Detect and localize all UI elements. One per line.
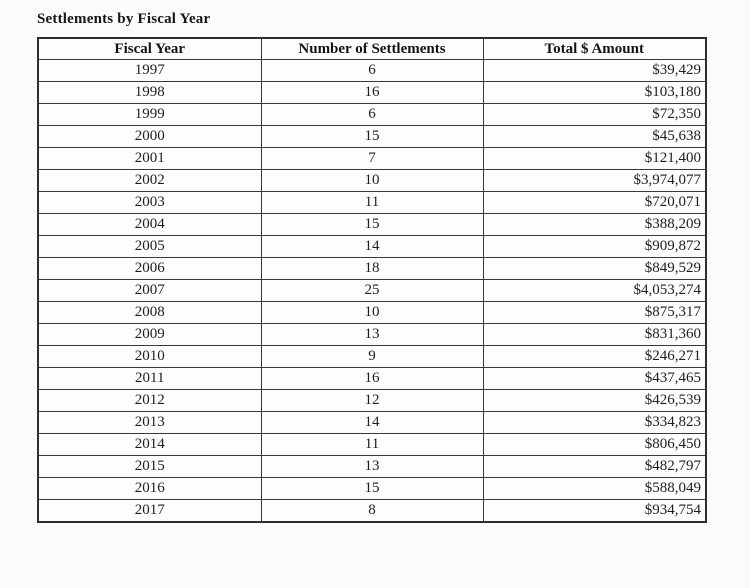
table-row: 2009 13 $831,360 <box>37 323 707 346</box>
table-row: 2014 11 $806,450 <box>37 433 707 456</box>
total-amount-cell: $45,638 <box>482 125 707 148</box>
total-amount-cell: $720,071 <box>482 191 707 214</box>
total-amount-cell: $482,797 <box>482 455 707 478</box>
table-row: 2002 10 $3,974,077 <box>37 169 707 192</box>
settlement-count-cell: 10 <box>260 301 484 324</box>
fiscal-year-cell: 2002 <box>37 169 262 192</box>
table-row: 2011 16 $437,465 <box>37 367 707 390</box>
settlement-count-cell: 10 <box>260 169 484 192</box>
total-amount-cell: $875,317 <box>482 301 707 324</box>
settlement-count-cell: 15 <box>260 477 484 500</box>
table-row: 2005 14 $909,872 <box>37 235 707 258</box>
page-title: Settlements by Fiscal Year <box>37 11 211 27</box>
table-row: 2006 18 $849,529 <box>37 257 707 280</box>
fiscal-year-cell: 2006 <box>37 257 262 280</box>
table-body: 1997 6 $39,429 1998 16 $103,180 1999 6 $72,350 20… <box>37 59 707 523</box>
total-amount-cell: $246,271 <box>482 345 707 368</box>
total-amount-cell: $72,350 <box>482 103 707 126</box>
fiscal-year-cell: 2012 <box>37 389 262 412</box>
fiscal-year-cell: 2010 <box>37 345 262 368</box>
table-row: 2000 15 $45,638 <box>37 125 707 148</box>
fiscal-year-cell: 2015 <box>37 455 262 478</box>
total-amount-cell: $388,209 <box>482 213 707 236</box>
total-amount-cell: $849,529 <box>482 257 707 280</box>
fiscal-year-cell: 2004 <box>37 213 262 236</box>
table-header: Fiscal Year Number of Settlements Total … <box>37 37 707 60</box>
total-amount-cell: $909,872 <box>482 235 707 258</box>
settlement-count-cell: 14 <box>260 411 484 434</box>
settlement-count-cell: 7 <box>260 147 484 170</box>
total-amount-cell: $934,754 <box>482 499 707 523</box>
settlement-count-cell: 8 <box>260 499 484 523</box>
settlement-count-cell: 18 <box>260 257 484 280</box>
table-row: 2008 10 $875,317 <box>37 301 707 324</box>
settlement-count-cell: 13 <box>260 323 484 346</box>
fiscal-year-cell: 2005 <box>37 235 262 258</box>
settlement-count-cell: 16 <box>260 81 484 104</box>
settlement-count-cell: 12 <box>260 389 484 412</box>
settlement-count-cell: 9 <box>260 345 484 368</box>
fiscal-year-cell: 2009 <box>37 323 262 346</box>
settlement-count-cell: 6 <box>260 59 484 82</box>
fiscal-year-cell: 2003 <box>37 191 262 214</box>
settlements-table: Fiscal Year Number of Settlements Total … <box>37 37 707 523</box>
table-row: 1999 6 $72,350 <box>37 103 707 126</box>
total-amount-cell: $103,180 <box>482 81 707 104</box>
table-row: 2004 15 $388,209 <box>37 213 707 236</box>
settlement-count-cell: 11 <box>260 191 484 214</box>
total-amount-cell: $426,539 <box>482 389 707 412</box>
total-amount-cell: $588,049 <box>482 477 707 500</box>
settlement-count-cell: 6 <box>260 103 484 126</box>
table-row: 2007 25 $4,053,274 <box>37 279 707 302</box>
table-row: 2001 7 $121,400 <box>37 147 707 170</box>
fiscal-year-cell: 2011 <box>37 367 262 390</box>
header-row: Fiscal Year Number of Settlements Total … <box>37 37 707 60</box>
settlement-count-cell: 15 <box>260 125 484 148</box>
fiscal-year-cell: 2014 <box>37 433 262 456</box>
total-amount-cell: $334,823 <box>482 411 707 434</box>
total-amount-cell: $39,429 <box>482 59 707 82</box>
header-number-of-settlements: Number of Settlements <box>260 37 484 60</box>
header-total-amount: Total $ Amount <box>482 37 707 60</box>
total-amount-cell: $831,360 <box>482 323 707 346</box>
settlement-count-cell: 15 <box>260 213 484 236</box>
fiscal-year-cell: 2008 <box>37 301 262 324</box>
fiscal-year-cell: 1998 <box>37 81 262 104</box>
settlement-count-cell: 25 <box>260 279 484 302</box>
table-row: 2015 13 $482,797 <box>37 455 707 478</box>
total-amount-cell: $4,053,274 <box>482 279 707 302</box>
table-row: 2013 14 $334,823 <box>37 411 707 434</box>
total-amount-cell: $437,465 <box>482 367 707 390</box>
table-row: 2003 11 $720,071 <box>37 191 707 214</box>
total-amount-cell: $121,400 <box>482 147 707 170</box>
settlement-count-cell: 14 <box>260 235 484 258</box>
fiscal-year-cell: 2007 <box>37 279 262 302</box>
table-row: 2017 8 $934,754 <box>37 499 707 523</box>
fiscal-year-cell: 2001 <box>37 147 262 170</box>
fiscal-year-cell: 1997 <box>37 59 262 82</box>
settlement-count-cell: 13 <box>260 455 484 478</box>
total-amount-cell: $3,974,077 <box>482 169 707 192</box>
settlement-count-cell: 11 <box>260 433 484 456</box>
table-row: 2010 9 $246,271 <box>37 345 707 368</box>
settlement-count-cell: 16 <box>260 367 484 390</box>
table-row: 1998 16 $103,180 <box>37 81 707 104</box>
header-fiscal-year: Fiscal Year <box>37 37 262 60</box>
table-row: 1997 6 $39,429 <box>37 59 707 82</box>
table-row: 2016 15 $588,049 <box>37 477 707 500</box>
total-amount-cell: $806,450 <box>482 433 707 456</box>
fiscal-year-cell: 2000 <box>37 125 262 148</box>
table-row: 2012 12 $426,539 <box>37 389 707 412</box>
fiscal-year-cell: 2013 <box>37 411 262 434</box>
fiscal-year-cell: 1999 <box>37 103 262 126</box>
fiscal-year-cell: 2017 <box>37 499 262 523</box>
fiscal-year-cell: 2016 <box>37 477 262 500</box>
